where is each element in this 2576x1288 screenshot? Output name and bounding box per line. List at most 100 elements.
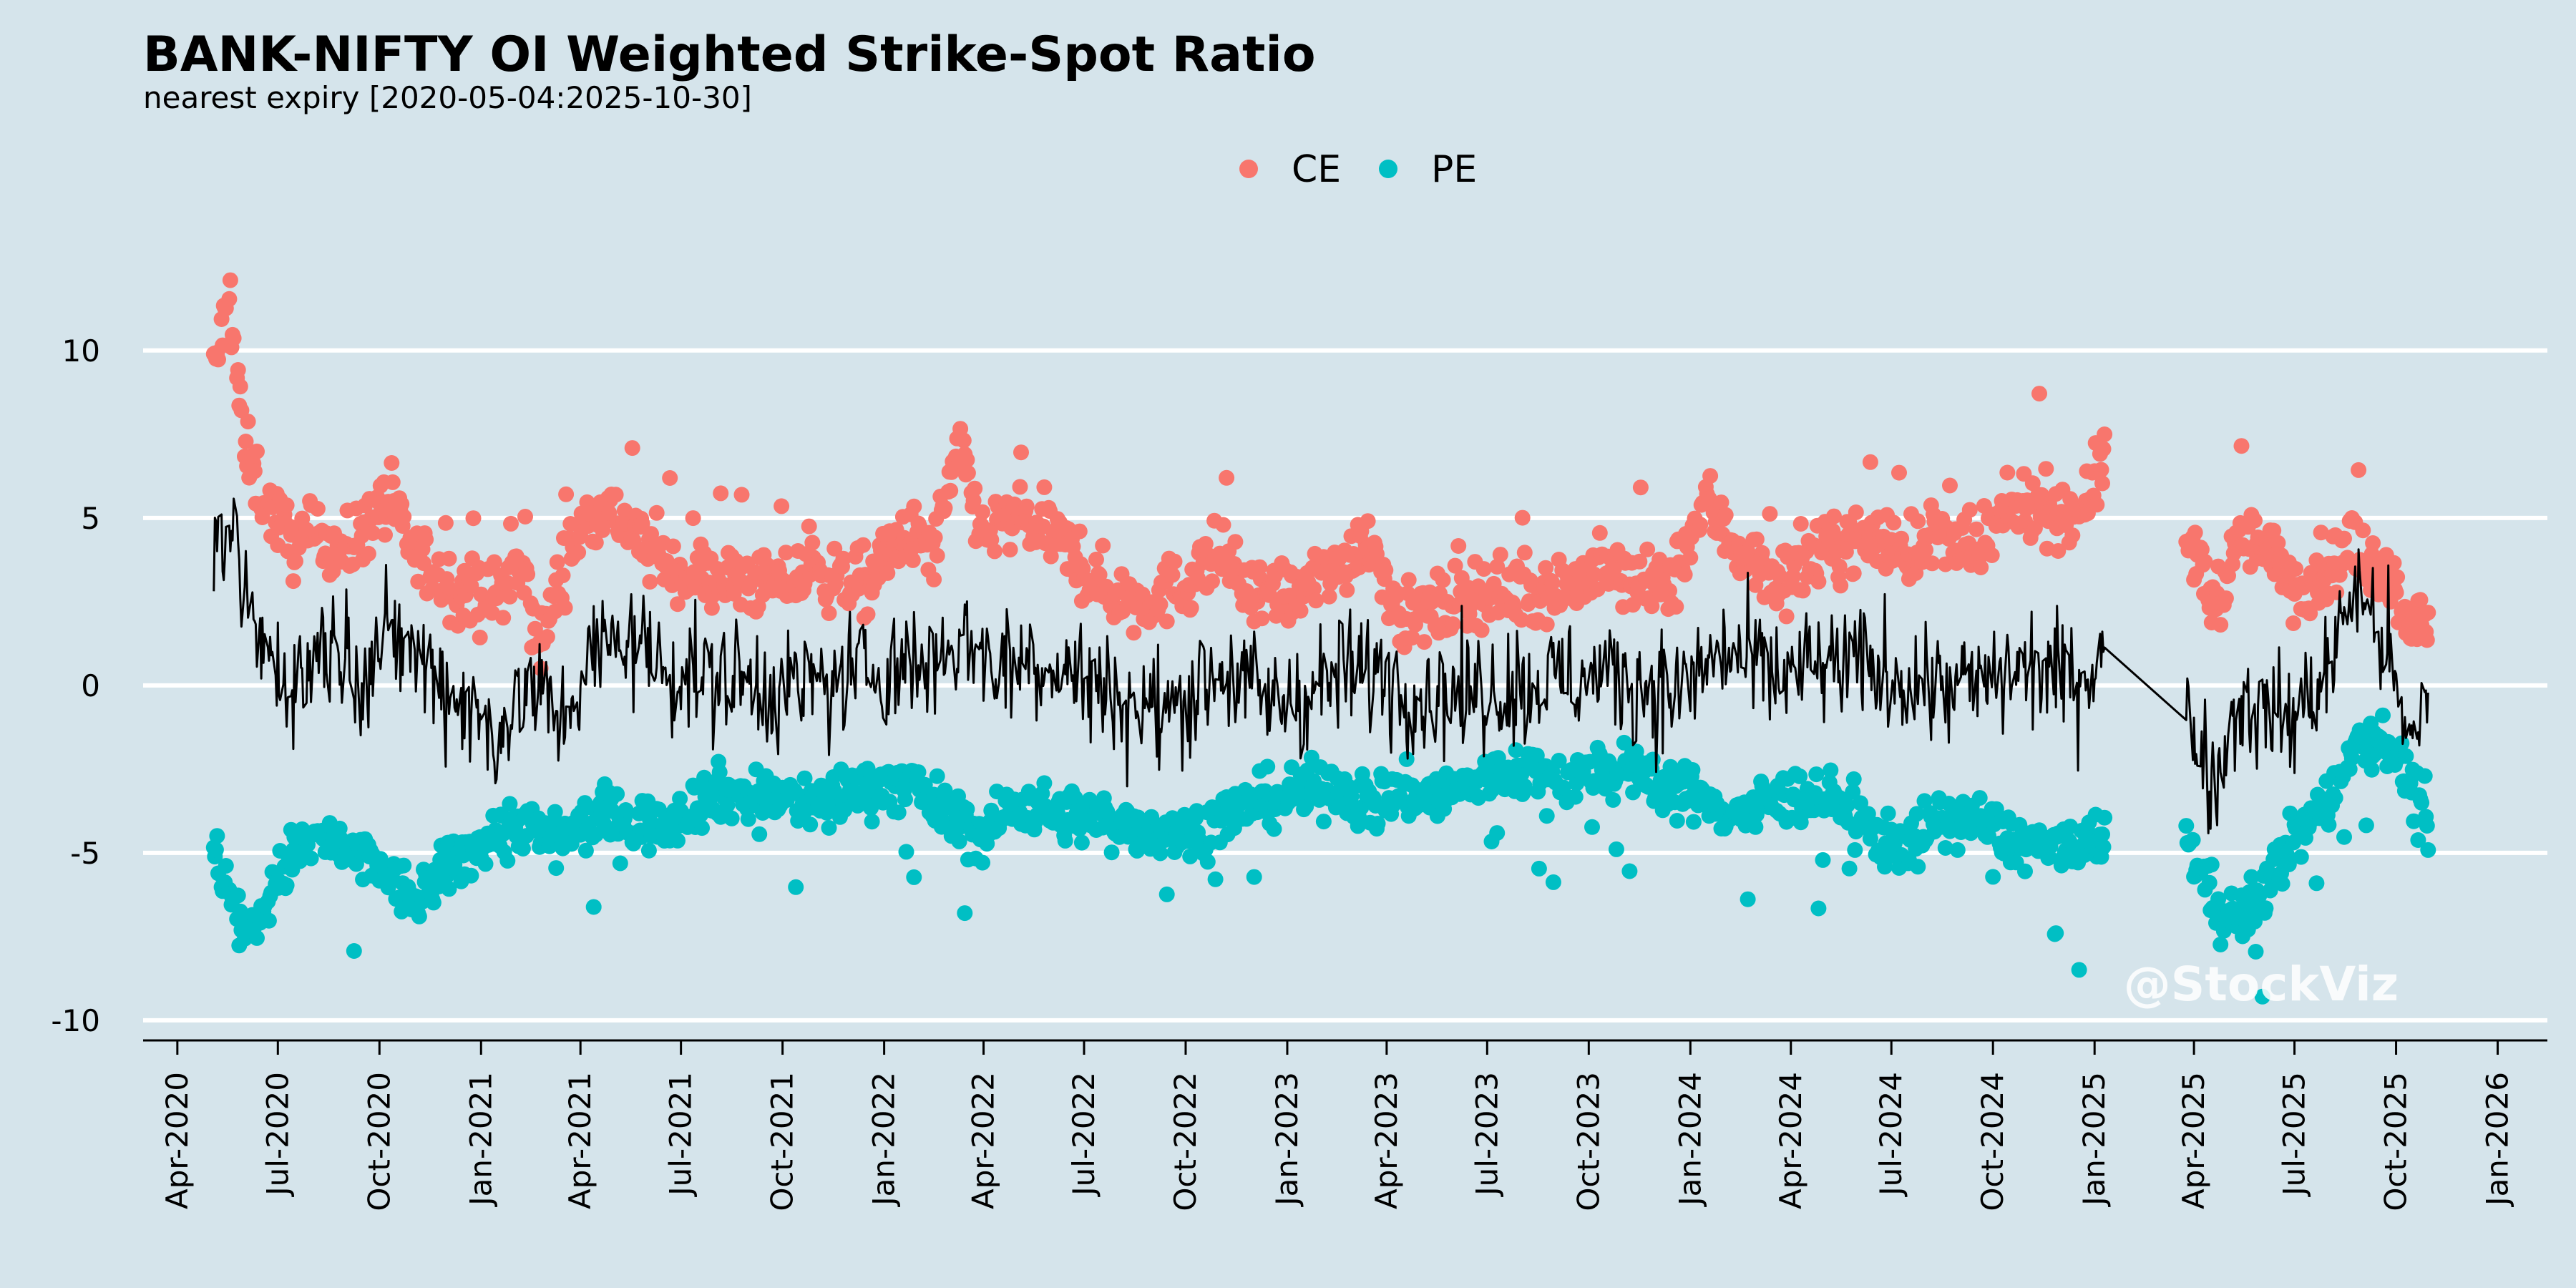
data-point-ce — [1473, 622, 1490, 638]
data-point-ce — [685, 510, 701, 527]
data-point-ce — [2247, 512, 2263, 529]
data-point-ce — [437, 514, 454, 531]
data-point-ce — [1152, 596, 1169, 613]
y-tick-label: 10 — [62, 333, 100, 369]
data-point-pe — [788, 879, 804, 895]
data-point-ce — [662, 470, 678, 486]
data-point-pe — [1985, 869, 2001, 885]
x-tick-label: Jan-2023 — [1269, 1072, 1304, 1208]
data-point-ce — [1377, 562, 1394, 578]
data-point-ce — [942, 482, 959, 499]
data-point-ce — [1639, 541, 1656, 557]
data-point-pe — [2420, 841, 2436, 858]
data-point-ce — [285, 573, 301, 590]
data-point-ce — [1740, 544, 1756, 560]
data-point-ce — [1748, 531, 1765, 547]
data-point-pe — [1531, 860, 1547, 877]
data-point-ce — [821, 605, 837, 621]
data-point-pe — [1489, 825, 1506, 841]
data-point-pe — [1246, 869, 1262, 885]
data-point-pe — [303, 850, 319, 867]
data-point-ce — [937, 499, 953, 516]
data-point-ce — [855, 537, 872, 553]
data-point-pe — [1880, 805, 1896, 821]
data-point-pe — [587, 826, 604, 843]
x-tick-label: Oct-2023 — [1571, 1072, 1606, 1211]
data-point-ce — [309, 501, 326, 517]
x-tick-label: Jul-2020 — [260, 1072, 295, 1198]
data-point-pe — [463, 867, 479, 884]
data-point-pe — [2185, 831, 2201, 848]
data-point-ce — [1306, 580, 1322, 597]
data-point-pe — [1199, 854, 1216, 870]
data-point-ce — [2355, 522, 2371, 539]
data-point-ce — [210, 351, 226, 368]
data-point-ce — [1164, 567, 1181, 583]
data-point-pe — [2095, 839, 2112, 855]
data-point-ce — [1717, 507, 1734, 523]
data-point-pe — [2363, 761, 2380, 778]
data-point-ce — [2270, 535, 2286, 551]
data-point-pe — [2274, 876, 2290, 892]
data-point-pe — [672, 791, 688, 807]
data-point-ce — [2328, 584, 2345, 600]
data-point-ce — [1893, 530, 1910, 547]
data-point-pe — [740, 811, 756, 827]
data-point-pe — [1315, 814, 1332, 830]
data-point-ce — [643, 526, 659, 542]
data-point-pe — [1845, 784, 1861, 800]
data-point-ce — [2233, 438, 2250, 454]
data-point-ce — [230, 362, 246, 378]
data-point-ce — [441, 550, 457, 567]
data-point-ce — [2313, 525, 2329, 541]
data-point-ce — [503, 515, 519, 532]
data-point-pe — [1158, 886, 1175, 902]
data-point-ce — [2285, 615, 2301, 631]
data-point-ce — [384, 474, 401, 490]
data-point-ce — [1544, 575, 1561, 591]
x-tick-label: Jul-2025 — [2277, 1072, 2312, 1198]
data-point-ce — [1252, 559, 1268, 575]
data-point-ce — [1891, 464, 1907, 481]
data-point-ce — [1838, 544, 1854, 560]
data-point-ce — [1591, 525, 1608, 541]
data-point-pe — [1508, 742, 1524, 758]
x-tick-label: Apr-2022 — [966, 1072, 1001, 1209]
series-ce — [205, 272, 2436, 676]
data-point-ce — [394, 496, 410, 512]
data-point-ce — [1644, 598, 1660, 615]
data-point-ce — [2412, 592, 2429, 608]
data-point-ce — [2193, 542, 2210, 557]
data-point-pe — [2414, 794, 2430, 811]
data-point-ce — [1321, 588, 1337, 605]
data-point-pe — [278, 877, 295, 894]
data-point-ce — [2308, 552, 2325, 568]
x-tick-label: Apr-2024 — [1773, 1072, 1808, 1209]
data-point-ce — [517, 509, 533, 525]
data-point-ce — [1158, 613, 1175, 630]
data-point-pe — [959, 801, 975, 817]
data-point-ce — [1924, 555, 1941, 572]
data-point-ce — [1204, 573, 1220, 590]
data-point-ce — [774, 498, 790, 514]
y-tick-label: -10 — [51, 1003, 100, 1038]
data-point-ce — [1885, 514, 1902, 531]
data-point-ce — [713, 485, 729, 502]
data-point-pe — [1259, 758, 1276, 775]
data-point-pe — [1684, 762, 1701, 778]
data-point-ce — [2302, 605, 2318, 622]
data-point-ce — [1215, 517, 1231, 533]
data-point-ce — [927, 530, 943, 546]
data-point-ce — [778, 545, 794, 561]
data-point-ce — [1848, 504, 1864, 520]
data-point-pe — [898, 844, 914, 860]
data-point-ce — [1662, 582, 1677, 599]
data-point-ce — [642, 574, 658, 590]
data-point-pe — [1057, 832, 1073, 849]
data-point-ce — [465, 510, 482, 527]
data-point-ce — [1360, 513, 1376, 530]
data-point-ce — [1416, 634, 1433, 650]
data-point-ce — [967, 480, 983, 497]
legend-marker-ce — [1239, 160, 1258, 178]
data-point-ce — [1166, 553, 1183, 570]
